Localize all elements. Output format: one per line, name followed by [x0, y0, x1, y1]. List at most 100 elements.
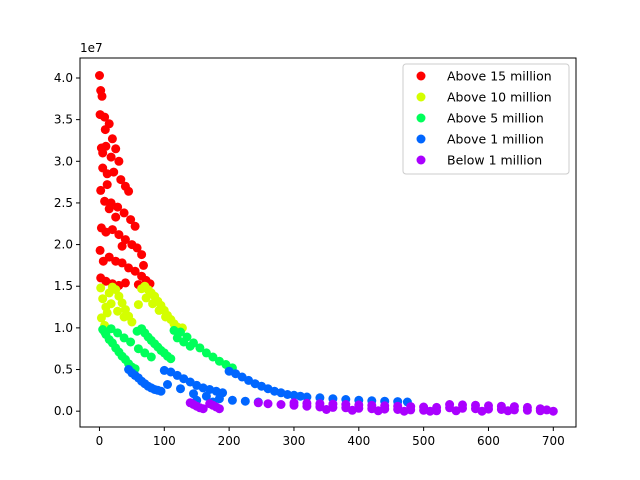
data-point: [195, 343, 205, 353]
x-tick-label: 500: [412, 434, 435, 448]
data-point: [419, 402, 429, 412]
data-point: [97, 91, 107, 101]
data-point: [445, 400, 455, 409]
data-point: [509, 402, 519, 412]
y-tick-label: 1.5: [54, 279, 73, 293]
data-point: [432, 402, 442, 412]
data-point: [124, 186, 134, 196]
data-point: [154, 305, 164, 315]
x-tick-label: 300: [283, 434, 306, 448]
data-point: [289, 398, 299, 408]
data-point: [102, 180, 112, 190]
y-tick-label: 3.5: [54, 113, 73, 127]
data-point: [96, 283, 106, 293]
data-point: [208, 352, 218, 362]
series-3: [98, 324, 237, 374]
data-point: [113, 328, 123, 338]
x-axis: 0 100 200 300 400 500 600 700: [96, 427, 565, 448]
data-point: [130, 266, 140, 276]
data-point: [117, 258, 127, 268]
data-point: [104, 252, 114, 262]
data-point: [98, 294, 108, 304]
data-point: [137, 250, 147, 260]
data-point: [347, 405, 357, 415]
data-point: [117, 241, 127, 251]
data-point: [114, 291, 124, 301]
data-point: [451, 406, 461, 416]
x-tick-label: 200: [218, 434, 241, 448]
data-point: [380, 401, 390, 411]
data-point: [117, 298, 127, 308]
data-point: [399, 406, 409, 416]
x-tick-label: 100: [153, 434, 176, 448]
x-tick-label: 600: [477, 434, 500, 448]
data-point: [141, 293, 151, 303]
data-point: [542, 405, 552, 415]
data-point: [276, 400, 286, 409]
legend-marker: [416, 155, 426, 165]
data-point: [106, 152, 116, 162]
data-point: [109, 167, 119, 177]
data-point: [119, 208, 129, 218]
y-tick-label: 0.0: [54, 404, 73, 418]
data-point: [522, 402, 532, 412]
data-point: [116, 175, 126, 185]
data-point: [146, 352, 156, 362]
y-offset-label: 1e7: [80, 41, 103, 55]
data-point: [373, 406, 383, 416]
data-point: [100, 125, 110, 135]
data-point: [126, 337, 136, 347]
data-point: [471, 400, 480, 410]
data-point: [104, 204, 114, 214]
legend-label: Above 10 million: [447, 90, 552, 105]
data-point: [496, 401, 506, 411]
data-point: [503, 406, 513, 416]
legend-label: Above 5 million: [447, 111, 544, 126]
data-point: [111, 212, 121, 222]
data-point: [98, 148, 108, 158]
data-point: [321, 405, 331, 414]
y-tick-label: 0.5: [54, 363, 73, 377]
data-point: [133, 344, 143, 354]
data-point: [253, 398, 263, 408]
data-point: [201, 348, 211, 358]
series-5: [185, 398, 558, 416]
data-point: [140, 348, 150, 358]
data-point: [139, 260, 148, 270]
data-point: [100, 112, 110, 122]
data-point: [102, 308, 112, 318]
data-point: [179, 337, 189, 347]
data-point: [95, 245, 105, 255]
data-point: [458, 400, 467, 410]
series-1: [95, 71, 155, 290]
data-point: [156, 386, 166, 396]
legend-items: Above 15 million Above 10 million Above 5 …: [416, 69, 552, 168]
data-point: [425, 406, 435, 416]
data-point: [240, 396, 250, 406]
data-point: [119, 312, 129, 322]
data-point: [367, 400, 377, 410]
y-tick-label: 3.0: [54, 154, 73, 168]
data-point: [101, 141, 111, 151]
data-point: [484, 401, 493, 411]
points-layer: [95, 71, 558, 416]
data-point: [114, 230, 124, 240]
series-4: [124, 365, 412, 407]
data-point: [107, 225, 117, 235]
y-tick-label: 2.5: [54, 196, 73, 210]
data-point: [130, 221, 140, 231]
data-point: [227, 395, 237, 405]
data-point: [114, 156, 124, 166]
data-point: [393, 401, 403, 411]
data-point: [163, 380, 172, 389]
data-point: [106, 299, 116, 309]
y-tick-label: 4.0: [54, 71, 73, 85]
data-point: [126, 215, 136, 225]
data-point: [198, 404, 208, 414]
data-point: [132, 243, 142, 253]
data-point: [406, 402, 416, 412]
data-point: [95, 71, 104, 80]
legend-label: Below 1 million: [447, 153, 542, 168]
data-point: [201, 391, 211, 401]
